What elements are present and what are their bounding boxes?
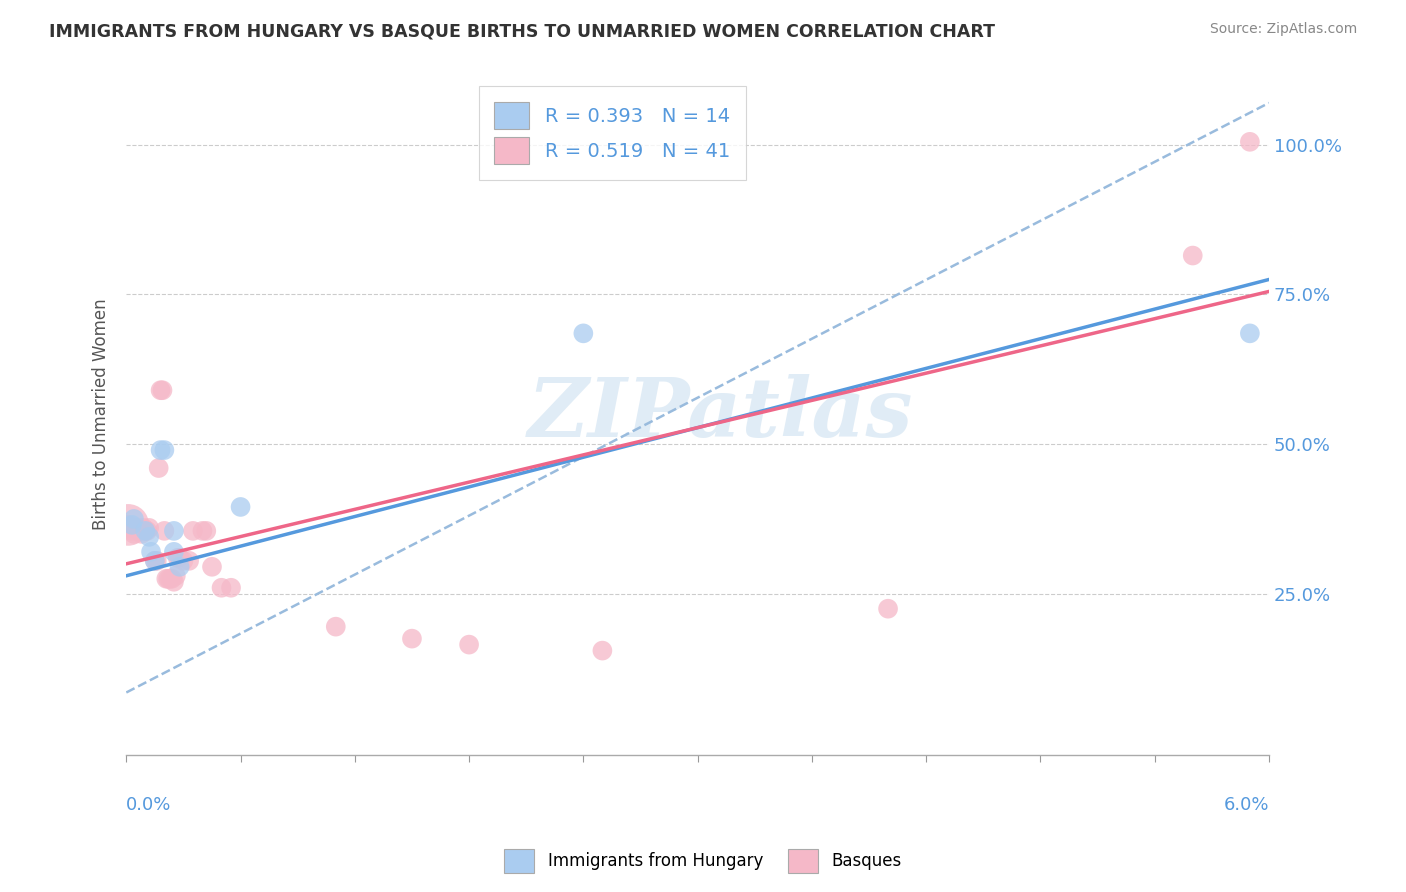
Point [179, 554, 201, 568]
Point [153, 443, 176, 458]
Point [591, 643, 613, 657]
Point [172, 554, 194, 568]
Text: ZIPatlas: ZIPatlas [527, 374, 914, 454]
Point [458, 638, 481, 652]
Point [134, 524, 156, 538]
Point [1239, 135, 1261, 149]
Point [128, 524, 150, 538]
Point [169, 559, 191, 574]
Point [191, 524, 214, 538]
Legend: R = 0.393   N = 14, R = 0.519   N = 41: R = 0.393 N = 14, R = 0.519 N = 41 [479, 87, 745, 180]
Point [201, 559, 224, 574]
Point [229, 500, 252, 514]
Point [163, 524, 186, 538]
Y-axis label: Births to Unmarried Women: Births to Unmarried Women [93, 298, 110, 530]
Point [152, 383, 174, 397]
Point [138, 521, 160, 535]
Text: 6.0%: 6.0% [1223, 797, 1270, 814]
Point [163, 545, 186, 559]
Legend: Immigrants from Hungary, Basques: Immigrants from Hungary, Basques [498, 842, 908, 880]
Text: Source: ZipAtlas.com: Source: ZipAtlas.com [1209, 22, 1357, 37]
Point [169, 550, 191, 565]
Point [136, 524, 159, 538]
Text: 0.0%: 0.0% [127, 797, 172, 814]
Point [131, 527, 153, 541]
Point [572, 326, 595, 341]
Point [159, 572, 181, 586]
Point [160, 572, 183, 586]
Point [132, 521, 155, 535]
Point [211, 581, 233, 595]
Point [148, 461, 170, 475]
Point [166, 550, 188, 565]
Point [877, 601, 900, 615]
Point [122, 512, 145, 526]
Point [165, 568, 187, 582]
Point [143, 554, 166, 568]
Point [149, 443, 172, 458]
Point [219, 581, 242, 595]
Point [157, 572, 180, 586]
Point [138, 530, 160, 544]
Point [139, 545, 162, 559]
Point [146, 554, 169, 568]
Point [117, 517, 139, 532]
Point [401, 632, 423, 646]
Point [125, 521, 148, 535]
Point [149, 383, 172, 397]
Text: IMMIGRANTS FROM HUNGARY VS BASQUE BIRTHS TO UNMARRIED WOMEN CORRELATION CHART: IMMIGRANTS FROM HUNGARY VS BASQUE BIRTHS… [49, 22, 995, 40]
Point [143, 554, 166, 568]
Point [120, 521, 142, 535]
Point [134, 524, 156, 538]
Point [155, 572, 177, 586]
Point [127, 521, 149, 535]
Point [1239, 326, 1261, 341]
Point [121, 517, 143, 532]
Point [117, 517, 139, 532]
Point [122, 527, 145, 541]
Point [163, 574, 186, 589]
Point [195, 524, 218, 538]
Point [181, 524, 204, 538]
Point [1181, 248, 1204, 262]
Point [121, 524, 143, 538]
Point [153, 524, 176, 538]
Point [325, 620, 347, 634]
